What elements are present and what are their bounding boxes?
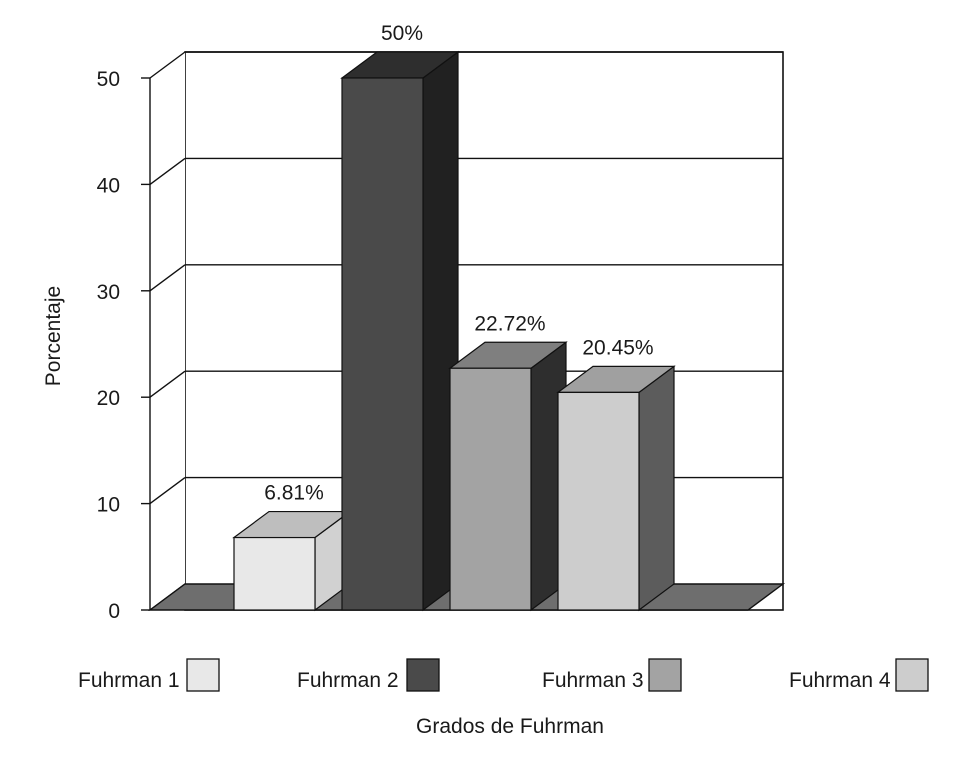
legend-label: Fuhrman 1 bbox=[78, 669, 180, 692]
gridline-diagonal bbox=[149, 370, 186, 398]
bars bbox=[232, 50, 676, 612]
data-label: 6.81% bbox=[264, 482, 324, 505]
legend: Fuhrman 1 Fuhrman 2 Fuhrman 3 Fuhrman 4 bbox=[78, 658, 929, 692]
legend-label: Fuhrman 4 bbox=[789, 669, 891, 692]
y-tick-label: 40 bbox=[97, 174, 120, 197]
legend-item-2: Fuhrman 2 bbox=[297, 658, 440, 692]
gridlines bbox=[149, 51, 783, 611]
legend-item-1: Fuhrman 1 bbox=[78, 658, 220, 692]
x-axis-title: Grados de Fuhrman bbox=[416, 715, 604, 738]
y-tick-label: 10 bbox=[97, 494, 120, 517]
y-tick-label: 30 bbox=[97, 281, 120, 304]
legend-swatch bbox=[406, 658, 440, 692]
gridline-diagonal bbox=[149, 157, 186, 185]
bar-fuhrman-3 bbox=[448, 341, 568, 612]
data-labels: 6.81% 50% 22.72% 20.45% bbox=[264, 22, 653, 505]
legend-swatch bbox=[648, 658, 682, 692]
gridline-diagonal bbox=[149, 264, 186, 292]
bar-front bbox=[449, 367, 532, 611]
legend-swatch bbox=[895, 658, 929, 692]
data-label: 22.72% bbox=[474, 312, 545, 335]
y-tick-label: 20 bbox=[97, 387, 120, 410]
side-wall bbox=[150, 52, 185, 610]
legend-item-4: Fuhrman 4 bbox=[789, 658, 929, 692]
legend-label: Fuhrman 2 bbox=[297, 669, 399, 692]
bar-fuhrman-4 bbox=[556, 365, 676, 612]
y-axis-title: Porcentaje bbox=[42, 286, 65, 386]
legend-item-3: Fuhrman 3 bbox=[542, 658, 682, 692]
legend-swatch bbox=[186, 658, 220, 692]
bar-front bbox=[557, 391, 640, 611]
bar-side bbox=[638, 365, 675, 612]
legend-label: Fuhrman 3 bbox=[542, 669, 644, 692]
gridline-diagonal bbox=[149, 477, 186, 505]
y-tick-label: 0 bbox=[108, 600, 120, 623]
gridline-diagonal bbox=[149, 51, 186, 79]
bar-front bbox=[341, 77, 424, 611]
data-label: 50% bbox=[381, 22, 423, 45]
bar-fuhrman-1 bbox=[232, 510, 352, 612]
y-axis: 0 10 20 30 40 50 bbox=[97, 68, 151, 623]
bar-fuhrman-2 bbox=[340, 50, 460, 612]
y-tick-label: 50 bbox=[97, 68, 120, 91]
bar-front bbox=[233, 536, 316, 611]
data-label: 20.45% bbox=[582, 336, 653, 359]
